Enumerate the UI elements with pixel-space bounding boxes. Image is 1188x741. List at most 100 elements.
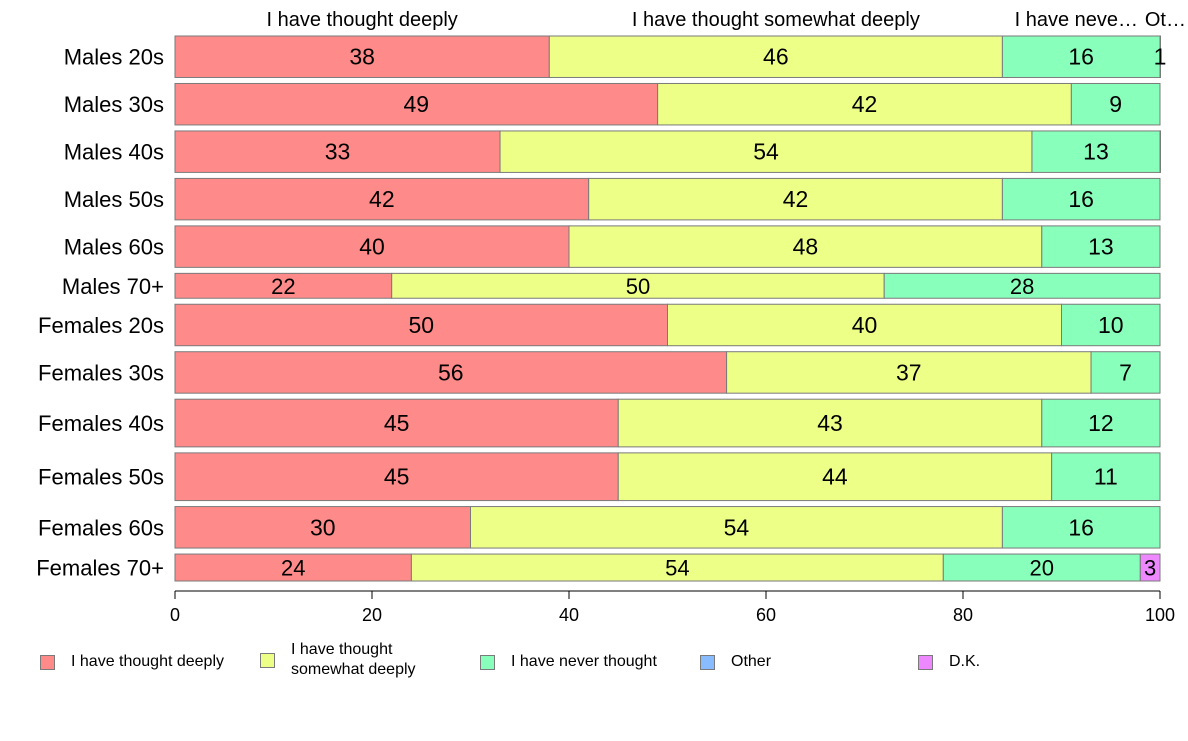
bar-segment [1159,35,1161,78]
bar-value-label: 40 [359,234,385,260]
bar-value-label: 22 [271,274,295,299]
bar-segment [1001,177,1161,221]
bar-value-label: 16 [1068,44,1094,70]
bar-segment [1090,351,1161,394]
bar-value-label: 50 [408,312,434,338]
bar-value-label: 13 [1083,139,1109,165]
bar-value-label: 3 [1144,556,1156,581]
bar-value-label: 24 [281,556,305,581]
row-label: Females 70+ [36,556,164,581]
legend-label: Other [731,653,772,670]
row-label: Males 50s [64,187,164,212]
legend-item-thought-somewhat-deeply: I have thought somewhat deeply [260,640,451,680]
bar-value-label: 49 [404,91,430,117]
top-category-label: I have thought deeply [267,9,458,31]
bar-value-label: 42 [783,186,809,212]
row-label: Males 60s [64,235,164,260]
bar-value-label: 45 [384,464,410,490]
x-tick-label: 80 [953,605,973,625]
x-tick-label: 100 [1145,605,1175,625]
bar-segment [1031,130,1161,173]
legend-swatch [700,654,715,670]
bar-value-label: 45 [384,410,410,436]
legend: I have thought deeply I have thought som… [0,640,1188,690]
bar-segment [174,225,570,268]
bar-value-label: 7 [1119,359,1132,385]
bar-segment [174,130,501,173]
row-label: Males 20s [64,45,164,70]
row-label: Females 30s [38,360,164,385]
bar-segment [1001,506,1161,549]
x-tick-label: 60 [756,605,776,625]
bar-segment [470,506,1003,549]
legend-swatch [918,654,933,670]
bar-segment [1041,398,1161,448]
bar-value-label: 50 [626,274,650,299]
bar-segment [942,553,1141,582]
legend-item-other: Other [700,652,771,672]
bar-segment [499,130,1033,173]
bar-value-label: 11 [1094,464,1118,490]
bar-segment [617,452,1053,502]
bar-value-label: 54 [753,139,779,165]
bar-value-label: 20 [1030,556,1054,581]
bar-segment [174,351,728,394]
legend-item-never-thought: I have never thought [480,652,657,672]
bar-value-label: 54 [665,556,689,581]
bar-value-label: 16 [1068,514,1094,540]
bar-value-label: 43 [817,410,843,436]
bar-value-label: 44 [822,464,848,490]
legend-swatch [480,654,495,670]
row-label: Males 30s [64,92,164,117]
bar-segment [1061,303,1161,347]
bar-segment [174,553,412,582]
x-tick-label: 40 [559,605,579,625]
row-label: Males 70+ [62,274,164,299]
legend-item-dk: D.K. [918,652,980,672]
bar-value-label: 48 [793,234,819,260]
bar-segment [883,272,1161,299]
row-label: Females 20s [38,313,164,338]
bar-segment [568,225,1043,268]
bar-segment [174,177,590,221]
bar-value-label: 40 [852,312,878,338]
bar-segment [1001,35,1161,78]
bar-segment [588,177,1003,221]
legend-label: I have thought somewhat deeply [291,641,416,678]
top-category-label: I have neve… [1015,9,1138,31]
legend-item-thought-deeply: I have thought deeply [40,652,224,672]
bar-value-label: 33 [325,139,351,165]
top-category-label: Ot… [1145,9,1186,31]
bar-value-label: 10 [1098,312,1124,338]
bar-segment [1041,225,1161,268]
bar-segment [1159,130,1161,173]
legend-swatch [40,654,55,670]
legend-swatch [260,652,275,668]
bar-segment [1070,82,1161,126]
bar-value-label: 54 [724,514,750,540]
bar-value-label: 42 [852,91,878,117]
bar-segment [174,452,619,502]
bar-value-label: 16 [1068,186,1094,212]
bar-value-label: 46 [763,44,789,70]
bar-value-label: 13 [1088,234,1114,260]
x-tick-label: 20 [362,605,382,625]
row-label: Females 40s [38,411,164,436]
legend-label: I have thought deeply [71,653,225,670]
bar-segment [174,506,471,549]
bar-segment [1051,452,1161,502]
bar-segment [1139,553,1161,582]
bar-value-label: 42 [369,186,395,212]
bar-value-label: 9 [1109,91,1122,117]
bar-value-label: 28 [1010,274,1034,299]
top-category-label: I have thought somewhat deeply [632,9,920,31]
row-label: Males 40s [64,140,164,165]
bar-value-label: 12 [1088,410,1114,436]
x-tick-label: 0 [170,605,180,625]
row-label: Females 50s [38,465,164,490]
bar-segment [548,35,1003,78]
bar-value-label: 56 [438,359,464,385]
legend-label: I have never thought [511,653,657,670]
